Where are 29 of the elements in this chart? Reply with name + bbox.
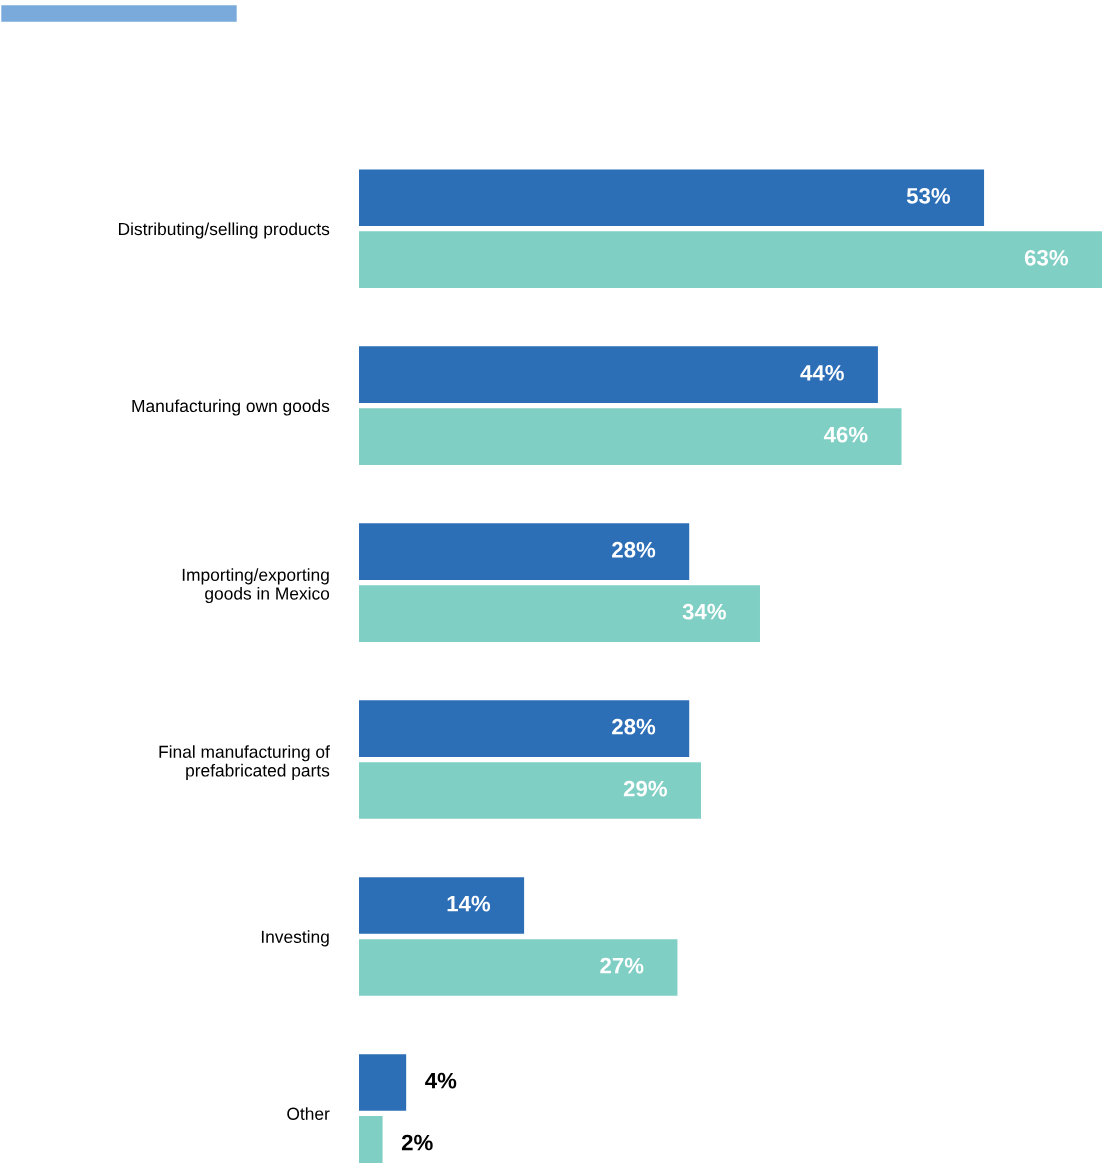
y-tick-label: Final manufacturing of prefabricated parts [159, 745, 330, 781]
data-label: 63% [1024, 249, 1068, 266]
data-label: 27% [600, 957, 644, 974]
bar [359, 169, 985, 227]
y-tick-label: Distributing/selling products [118, 222, 330, 239]
data-label: 46% [823, 426, 868, 443]
y-tick-label: Other [287, 1107, 330, 1120]
bar [359, 1054, 407, 1111]
data-label: 4% [425, 1072, 457, 1089]
bar [359, 762, 702, 819]
bar [359, 700, 690, 757]
bar [359, 877, 525, 934]
data-label: 44% [800, 364, 844, 381]
bar [359, 939, 678, 996]
data-label: 28% [612, 718, 656, 735]
bar [359, 231, 1102, 288]
data-label: 29% [623, 780, 667, 797]
y-tick-label: Investing [261, 930, 329, 947]
bar [359, 408, 902, 465]
bar [359, 523, 690, 580]
y-tick-label: Manufacturing own goods [132, 399, 330, 416]
bar [359, 346, 878, 403]
bar [359, 585, 760, 642]
data-label: 2% [401, 1134, 433, 1151]
data-label: 53% [906, 187, 951, 204]
y-tick-label: Importing/exporting goods in Mexico [182, 568, 330, 604]
data-label: 28% [612, 541, 656, 558]
data-label: 14% [447, 895, 491, 912]
data-label: 34% [682, 603, 726, 620]
